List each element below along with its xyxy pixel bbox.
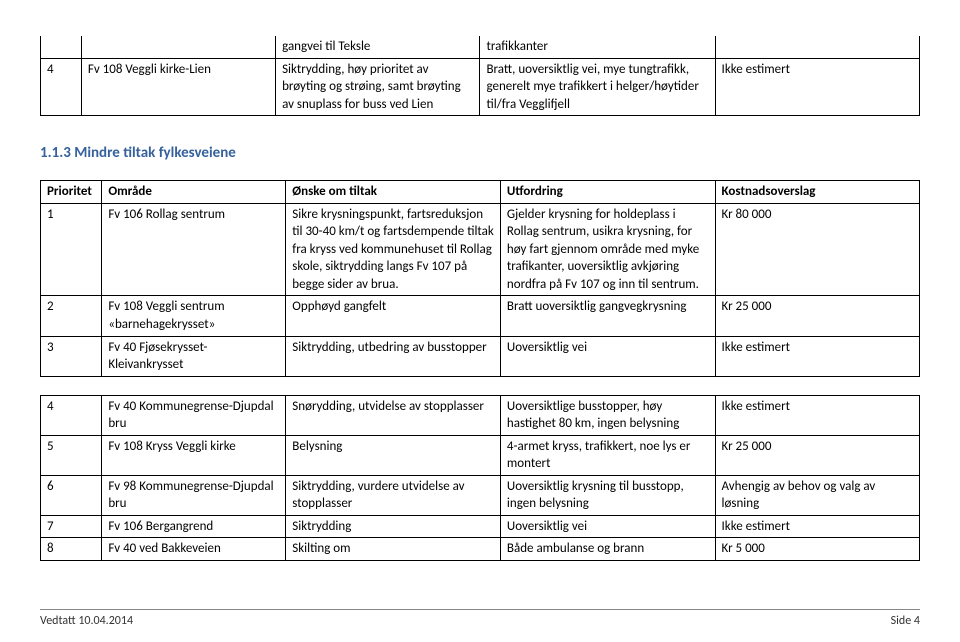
table-cell: 7 xyxy=(41,515,102,538)
table-cell: Fv 98 Kommunegrense-Djupdal bru xyxy=(102,475,286,515)
table-header-cell: Ønske om tiltak xyxy=(286,181,501,204)
table-cell: Fv 106 Bergangrend xyxy=(102,515,286,538)
table-cell: Avhengig av behov og valg av løsning xyxy=(715,475,919,515)
table-row: 4Fv 108 Veggli kirke-LienSiktrydding, hø… xyxy=(41,58,920,116)
table-cell: Bratt uoversiktlig gangvegkrysning xyxy=(500,296,715,336)
table-cell xyxy=(81,36,275,58)
table-cell: Siktrydding xyxy=(286,515,501,538)
table-cell: Ikke estimert xyxy=(715,336,919,376)
table-cell: Fv 40 Kommunegrense-Djupdal bru xyxy=(102,395,286,435)
table-header-cell: Område xyxy=(102,181,286,204)
table-gap-cell xyxy=(715,376,919,395)
table-cell: Siktrydding, utbedring av busstopper xyxy=(286,336,501,376)
table-cell: Fv 40 ved Bakkeveien xyxy=(102,538,286,561)
table-gap-cell xyxy=(41,376,102,395)
table-cell: Fv 106 Rollag sentrum xyxy=(102,203,286,296)
section-heading: 1.1.3 Mindre tiltak fylkesveiene xyxy=(40,144,920,162)
table-row: 7Fv 106 BergangrendSiktryddingUoversiktl… xyxy=(41,515,920,538)
page-footer: Vedtatt 10.04.2014 Side 4 xyxy=(40,609,920,628)
table-row: 5Fv 108 Kryss Veggli kirkeBelysning4-arm… xyxy=(41,435,920,475)
table-gap-cell xyxy=(500,376,715,395)
table-header-cell: Utfordring xyxy=(500,181,715,204)
table-cell: Opphøyd gangfelt xyxy=(286,296,501,336)
table-cell: Kr 5 000 xyxy=(715,538,919,561)
table-header-cell: Prioritet xyxy=(41,181,102,204)
table-cell: gangvei til Teksle xyxy=(276,36,480,58)
table-gap-cell xyxy=(286,376,501,395)
table-cell: Både ambulanse og brann xyxy=(500,538,715,561)
table-cell: 5 xyxy=(41,435,102,475)
table-cell: Belysning xyxy=(286,435,501,475)
table-cell: 4 xyxy=(41,395,102,435)
table-cell: Snørydding, utvidelse av stopplasser xyxy=(286,395,501,435)
table-cell: Fv 108 Veggli kirke-Lien xyxy=(81,58,275,116)
top-table: gangvei til Teksletrafikkanter4Fv 108 Ve… xyxy=(40,36,920,116)
table-cell: Uoversiktlige busstopper, høy hastighet … xyxy=(500,395,715,435)
table-cell: 1 xyxy=(41,203,102,296)
footer-right: Side 4 xyxy=(891,614,920,628)
table-cell: Uoversiktlig vei xyxy=(500,515,715,538)
table-gap-cell xyxy=(102,376,286,395)
table-cell xyxy=(41,36,82,58)
table-cell: 8 xyxy=(41,538,102,561)
table-cell: 4-armet kryss, trafikkert, noe lys er mo… xyxy=(500,435,715,475)
table-row: 4Fv 40 Kommunegrense-Djupdal bruSnøryddi… xyxy=(41,395,920,435)
table-row: 1Fv 106 Rollag sentrumSikre krysningspun… xyxy=(41,203,920,296)
table-row: 6Fv 98 Kommunegrense-Djupdal bruSiktrydd… xyxy=(41,475,920,515)
table-cell: Fv 108 Veggli sentrum «barnehagekrysset» xyxy=(102,296,286,336)
table-row: 2Fv 108 Veggli sentrum «barnehagekrysset… xyxy=(41,296,920,336)
table-cell: trafikkanter xyxy=(480,36,715,58)
table-cell: Fv 40 Fjøsekrysset-Kleivankrysset xyxy=(102,336,286,376)
table-cell: Fv 108 Kryss Veggli kirke xyxy=(102,435,286,475)
table-cell: Bratt, uoversiktlig vei, mye tungtrafikk… xyxy=(480,58,715,116)
main-table: PrioritetOmrådeØnske om tiltakUtfordring… xyxy=(40,180,920,561)
table-cell: Uoversiktlig vei xyxy=(500,336,715,376)
table-cell: Ikke estimert xyxy=(715,395,919,435)
table-cell: Ikke estimert xyxy=(715,515,919,538)
table-cell: 4 xyxy=(41,58,82,116)
table-row: gangvei til Teksletrafikkanter xyxy=(41,36,920,58)
table-header-row: PrioritetOmrådeØnske om tiltakUtfordring… xyxy=(41,181,920,204)
table-cell: Kr 25 000 xyxy=(715,296,919,336)
table-cell xyxy=(715,36,919,58)
table-gap-row xyxy=(41,376,920,395)
table-row: 8Fv 40 ved BakkeveienSkilting omBåde amb… xyxy=(41,538,920,561)
table-cell: Siktrydding, vurdere utvidelse av stoppl… xyxy=(286,475,501,515)
table-cell: Sikre krysningspunkt, fartsreduksjon til… xyxy=(286,203,501,296)
table-cell: Gjelder krysning for holdeplass i Rollag… xyxy=(500,203,715,296)
table-header-cell: Kostnadsoverslag xyxy=(715,181,919,204)
table-cell: Kr 25 000 xyxy=(715,435,919,475)
table-cell: Skilting om xyxy=(286,538,501,561)
table-cell: 3 xyxy=(41,336,102,376)
table-cell: Uoversiktlig krysning til busstopp, inge… xyxy=(500,475,715,515)
table-row: 3Fv 40 Fjøsekrysset-KleivankryssetSiktry… xyxy=(41,336,920,376)
table-cell: Ikke estimert xyxy=(715,58,919,116)
table-cell: Kr 80 000 xyxy=(715,203,919,296)
table-cell: 2 xyxy=(41,296,102,336)
table-cell: Siktrydding, høy prioritet av brøyting o… xyxy=(276,58,480,116)
table-cell: 6 xyxy=(41,475,102,515)
footer-left: Vedtatt 10.04.2014 xyxy=(40,614,133,628)
